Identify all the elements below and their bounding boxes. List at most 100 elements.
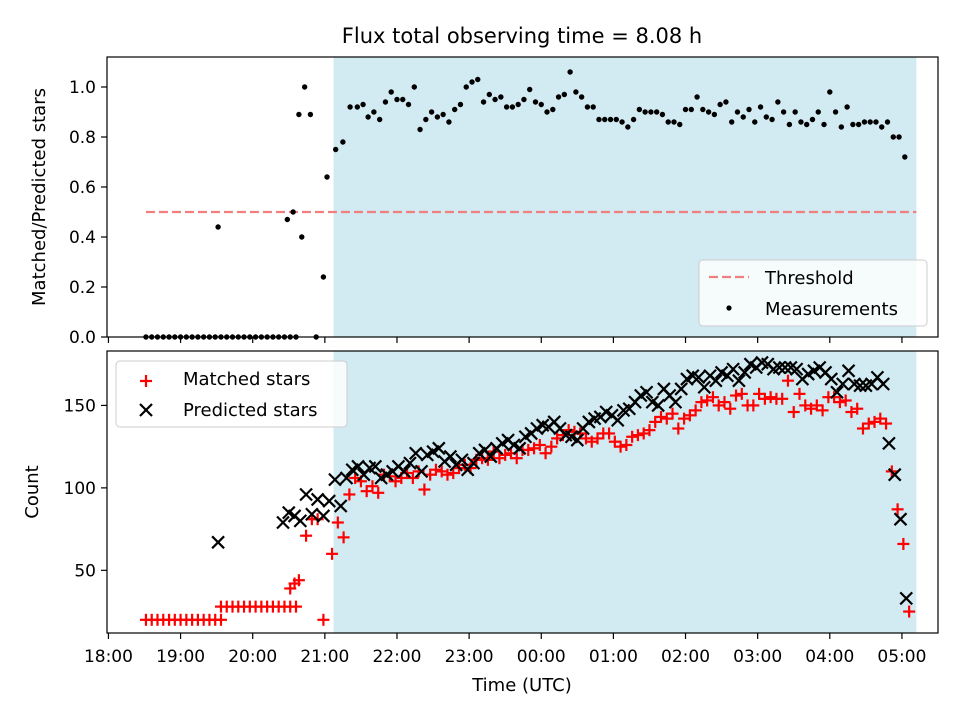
predicted-point bbox=[408, 446, 423, 461]
measurement-point bbox=[590, 104, 596, 110]
matched-point bbox=[372, 486, 385, 499]
measurement-point bbox=[365, 114, 371, 120]
predicted-point bbox=[443, 449, 458, 464]
measurement-point bbox=[324, 174, 330, 180]
predicted-point bbox=[328, 472, 342, 487]
predicted-point-b bbox=[853, 378, 867, 393]
predicted-point-b bbox=[293, 514, 308, 528]
predicted-point bbox=[293, 514, 308, 528]
predicted-point-b bbox=[483, 449, 498, 464]
measurement-point bbox=[451, 106, 458, 113]
matched-point bbox=[418, 483, 431, 496]
predicted-point bbox=[836, 377, 850, 391]
measurement-point bbox=[884, 119, 891, 125]
predicted-point-b bbox=[403, 456, 417, 470]
measurement-point bbox=[301, 84, 308, 90]
measurement-point bbox=[544, 109, 550, 115]
matched-point bbox=[862, 417, 875, 430]
legend-matched-swatch bbox=[140, 375, 152, 387]
predicted-point-b bbox=[455, 453, 469, 467]
measurement-point bbox=[677, 121, 683, 128]
matched-point bbox=[317, 613, 330, 626]
measurement-point bbox=[648, 109, 654, 115]
predicted-point-b bbox=[397, 464, 411, 479]
predicted-point-b bbox=[870, 370, 885, 385]
measurement-point bbox=[515, 101, 521, 108]
measurement-point bbox=[376, 116, 383, 123]
predicted-point-b bbox=[211, 535, 225, 550]
measurement-point bbox=[411, 84, 417, 90]
matched-point bbox=[300, 529, 313, 542]
measurement-point bbox=[567, 69, 573, 75]
measurement-point bbox=[215, 224, 221, 230]
legend-measurements-swatch bbox=[726, 305, 732, 311]
measurement-point bbox=[417, 126, 423, 133]
predicted-point-b bbox=[657, 382, 671, 396]
matched-point bbox=[406, 471, 419, 484]
measurement-point bbox=[573, 89, 579, 95]
predicted-point-b bbox=[662, 388, 677, 403]
matched-point bbox=[672, 422, 685, 435]
measurement-point bbox=[340, 139, 346, 145]
predicted-point-b bbox=[333, 499, 348, 513]
predicted-point-b bbox=[784, 360, 798, 375]
measurement-point bbox=[873, 119, 879, 125]
measurement-point bbox=[630, 116, 637, 123]
bottom-x-tick-label: 04:00 bbox=[805, 647, 854, 667]
matched-point bbox=[631, 429, 644, 442]
measurement-point bbox=[809, 116, 816, 123]
measurement-point bbox=[347, 104, 353, 110]
predicted-point-b bbox=[836, 377, 850, 391]
matched-point bbox=[787, 406, 800, 419]
measurement-points bbox=[143, 69, 908, 340]
bottom-x-tick-label: 03:00 bbox=[733, 647, 782, 667]
measurement-point bbox=[394, 96, 400, 103]
measurement-point bbox=[838, 124, 845, 130]
predicted-point bbox=[887, 467, 902, 482]
predicted-point-b bbox=[847, 377, 862, 391]
measurement-point bbox=[434, 114, 441, 120]
predicted-point-b bbox=[299, 487, 313, 502]
predicted-point bbox=[432, 441, 446, 456]
predicted-point bbox=[316, 509, 331, 523]
predicted-point-b bbox=[668, 395, 683, 409]
predicted-point bbox=[830, 385, 844, 400]
measurement-point bbox=[700, 106, 706, 113]
predicted-point bbox=[732, 373, 746, 388]
measurement-point bbox=[550, 106, 556, 113]
predicted-point-b bbox=[478, 443, 492, 457]
predicted-point-b bbox=[882, 436, 896, 451]
predicted-point-b bbox=[674, 382, 688, 396]
measurement-point bbox=[555, 94, 562, 100]
predicted-point bbox=[639, 385, 654, 400]
measurement-point bbox=[509, 104, 516, 110]
bottom-y-tick-label: 100 bbox=[64, 479, 96, 499]
measurement-point bbox=[332, 146, 339, 153]
legend-measurements-label: Measurements bbox=[765, 299, 898, 320]
bottom-x-tick-label: 01:00 bbox=[589, 647, 638, 667]
bottom-x-tick-label: 05:00 bbox=[877, 647, 926, 667]
measurement-point bbox=[827, 89, 833, 95]
matched-point bbox=[793, 387, 806, 400]
predicted-point-b bbox=[732, 373, 746, 388]
bottom-legend-box bbox=[115, 360, 348, 428]
predicted-point-b bbox=[899, 591, 914, 606]
matched-point bbox=[718, 396, 731, 409]
matched-point bbox=[706, 391, 719, 404]
matched-point bbox=[724, 402, 737, 415]
measurement-point bbox=[284, 216, 291, 223]
predicted-point-b bbox=[507, 438, 521, 452]
predicted-point bbox=[726, 362, 740, 376]
matched-point bbox=[510, 452, 523, 465]
predicted-point-b bbox=[512, 441, 527, 456]
predicted-point-b bbox=[830, 385, 844, 400]
predicted-point-b bbox=[322, 494, 336, 508]
measurement-point bbox=[371, 109, 377, 115]
matched-point bbox=[533, 439, 546, 451]
measurement-point bbox=[463, 84, 469, 90]
predicted-point bbox=[778, 360, 792, 375]
measurement-point bbox=[792, 109, 798, 115]
bottom-x-tick-label: 23:00 bbox=[445, 647, 494, 667]
measurement-point bbox=[804, 121, 810, 128]
measurement-point bbox=[299, 234, 305, 240]
